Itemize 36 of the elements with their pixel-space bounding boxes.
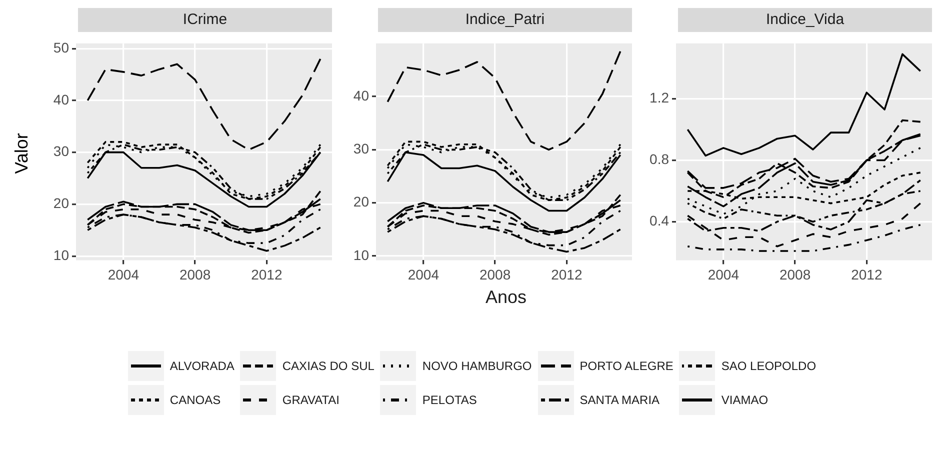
x-tick-label: 2008 <box>179 266 211 282</box>
legend-label: ALVORADA <box>170 359 234 373</box>
y-axis-title: Valor <box>12 132 32 176</box>
x-tick-label: 2004 <box>408 266 440 282</box>
legend-label: SANTA MARIA <box>580 393 660 407</box>
legend-label: GRAVATAI <box>282 393 340 407</box>
y-tick-label: 20 <box>353 194 370 210</box>
y-tick-label: 10 <box>353 246 370 263</box>
legend-label: PORTO ALEGRE <box>580 359 674 373</box>
y-tick-label: 10 <box>53 246 70 263</box>
x-tick-label: 2012 <box>251 266 282 282</box>
y-tick-label: 0.8 <box>650 151 670 168</box>
legend-label: VIAMAO <box>721 393 768 407</box>
legend-label: CAXIAS DO SUL <box>282 359 374 373</box>
x-tick-label: 2008 <box>779 266 811 282</box>
x-tick-label: 2008 <box>479 266 511 282</box>
legend-label: NOVO HAMBURGO <box>422 359 532 373</box>
y-tick-label: 40 <box>53 91 70 108</box>
legend-label: PELOTAS <box>422 393 477 407</box>
chart-title: Indice_Patri <box>378 8 632 32</box>
x-axis-title: Anos <box>484 287 528 309</box>
x-tick-label: 2004 <box>708 266 740 282</box>
y-tick-label: 0.4 <box>650 212 670 229</box>
chart-title: ICrime <box>78 8 332 32</box>
y-tick-label: 20 <box>53 195 70 212</box>
legend-label: CANOAS <box>170 393 221 407</box>
chart-title: Indice_Vida <box>678 8 932 32</box>
legend-label: SAO LEOPOLDO <box>721 359 816 373</box>
y-tick-label: 30 <box>353 140 370 157</box>
y-tick-label: 30 <box>53 143 70 160</box>
y-tick-label: 50 <box>53 39 70 56</box>
x-tick-label: 2012 <box>851 266 882 282</box>
y-tick-label: 1.2 <box>650 90 670 106</box>
y-tick-label: 40 <box>353 87 370 104</box>
x-tick-label: 2004 <box>108 266 140 282</box>
x-tick-label: 2012 <box>551 266 582 282</box>
